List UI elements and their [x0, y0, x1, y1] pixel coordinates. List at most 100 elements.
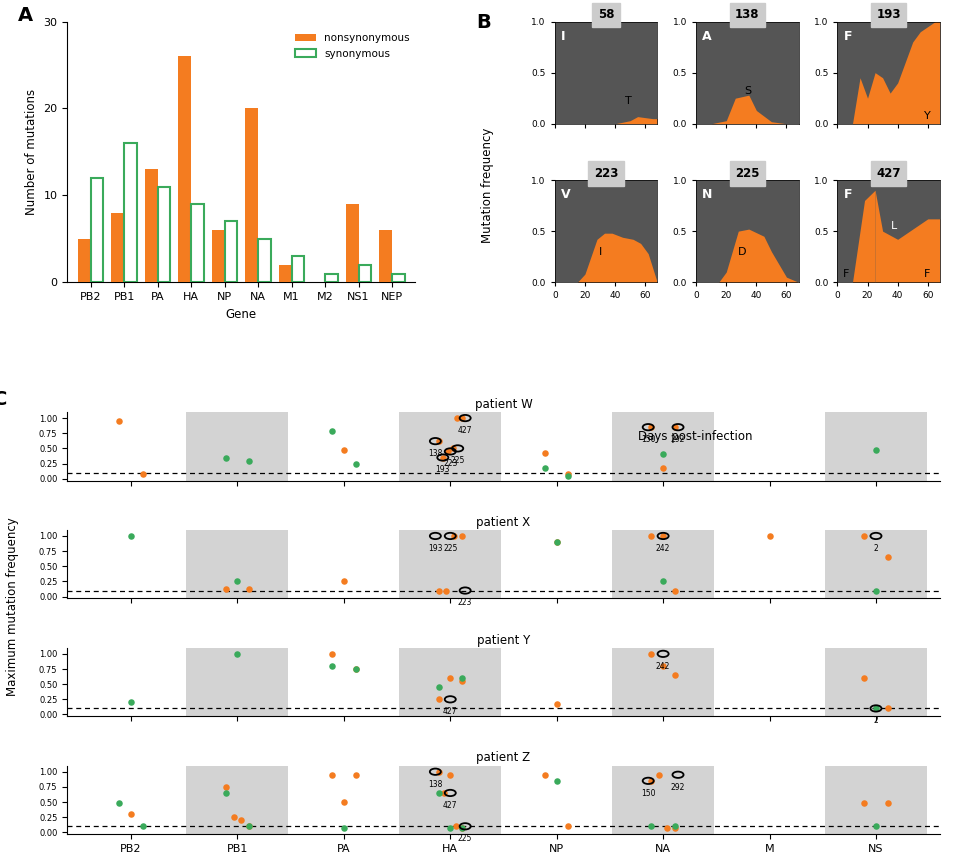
Point: [445, 441, 460, 455]
Point: [242, 820, 257, 833]
Bar: [380, 230, 392, 282]
Point: [218, 451, 233, 464]
Point: [230, 647, 246, 660]
Text: 225: 225: [443, 544, 457, 553]
Bar: [392, 273, 405, 282]
Bar: [825, 765, 927, 834]
Bar: [90, 178, 104, 282]
Point: [667, 820, 683, 833]
Text: 223: 223: [443, 459, 457, 469]
Text: 292: 292: [671, 783, 685, 792]
Point: [655, 574, 670, 588]
Bar: [157, 187, 171, 282]
Point: [655, 529, 670, 543]
Point: [561, 467, 576, 481]
Point: [655, 462, 670, 476]
Title: patient Z: patient Z: [477, 752, 530, 765]
Bar: [325, 273, 338, 282]
Text: Days post-infection: Days post-infection: [638, 430, 753, 443]
Point: [443, 768, 458, 782]
Text: N: N: [702, 188, 713, 201]
Point: [431, 680, 446, 694]
Point: [443, 820, 458, 834]
Point: [348, 662, 363, 676]
Point: [868, 820, 883, 833]
Bar: [825, 648, 927, 716]
Text: 193: 193: [435, 465, 450, 475]
Point: [431, 786, 446, 800]
Title: 138: 138: [735, 9, 760, 22]
Bar: [612, 648, 714, 716]
Text: Mutation frequency: Mutation frequency: [480, 127, 494, 243]
Point: [348, 768, 363, 782]
Point: [868, 584, 883, 598]
X-axis label: Gene: Gene: [225, 308, 257, 321]
Title: patient W: patient W: [475, 398, 532, 411]
Bar: [145, 169, 157, 282]
Bar: [399, 765, 502, 834]
Point: [135, 467, 151, 481]
Text: 427: 427: [443, 707, 457, 716]
Point: [324, 768, 339, 782]
Text: T: T: [625, 96, 632, 107]
Point: [655, 659, 670, 673]
Point: [242, 454, 257, 468]
Bar: [191, 204, 204, 282]
Bar: [279, 265, 292, 282]
Point: [455, 529, 470, 543]
Point: [761, 529, 777, 543]
Point: [643, 421, 659, 434]
Bar: [186, 648, 289, 716]
Point: [455, 820, 470, 834]
Point: [868, 444, 883, 458]
Point: [880, 550, 896, 564]
Point: [242, 582, 257, 596]
Bar: [399, 530, 502, 599]
Point: [880, 702, 896, 716]
Legend: nonsynonymous, synonymous: nonsynonymous, synonymous: [291, 29, 413, 63]
Bar: [258, 239, 270, 282]
Point: [348, 457, 363, 470]
Point: [450, 411, 465, 425]
Point: [135, 820, 151, 833]
Text: I: I: [599, 247, 602, 256]
Point: [667, 668, 683, 682]
Text: S: S: [744, 86, 751, 96]
Text: F: F: [842, 269, 849, 280]
Title: 427: 427: [877, 167, 901, 180]
Text: 150: 150: [641, 435, 655, 444]
Point: [856, 529, 872, 543]
Title: 225: 225: [735, 167, 760, 180]
Point: [643, 774, 659, 788]
Point: [868, 702, 883, 716]
Text: 427: 427: [457, 426, 473, 435]
Point: [651, 768, 667, 782]
Point: [218, 582, 233, 596]
Text: F: F: [844, 188, 852, 201]
Point: [667, 421, 683, 434]
Point: [337, 574, 352, 588]
Bar: [825, 412, 927, 481]
Bar: [186, 530, 289, 599]
Bar: [224, 221, 237, 282]
Text: A: A: [18, 6, 34, 25]
Text: D: D: [737, 247, 746, 256]
Point: [660, 820, 675, 834]
Text: 138: 138: [428, 780, 442, 789]
Title: patient Y: patient Y: [477, 634, 530, 647]
Point: [218, 780, 233, 794]
Point: [537, 445, 552, 459]
Bar: [124, 143, 137, 282]
Point: [447, 529, 462, 543]
Text: 150: 150: [641, 789, 655, 798]
Bar: [612, 412, 714, 481]
Point: [561, 469, 576, 482]
Text: 2: 2: [874, 716, 878, 725]
Title: 223: 223: [594, 167, 619, 180]
Text: 242: 242: [656, 544, 670, 553]
Y-axis label: Number of mutations: Number of mutations: [25, 89, 37, 215]
Title: 193: 193: [877, 9, 901, 22]
Point: [324, 425, 339, 439]
Bar: [111, 212, 124, 282]
Bar: [78, 239, 90, 282]
